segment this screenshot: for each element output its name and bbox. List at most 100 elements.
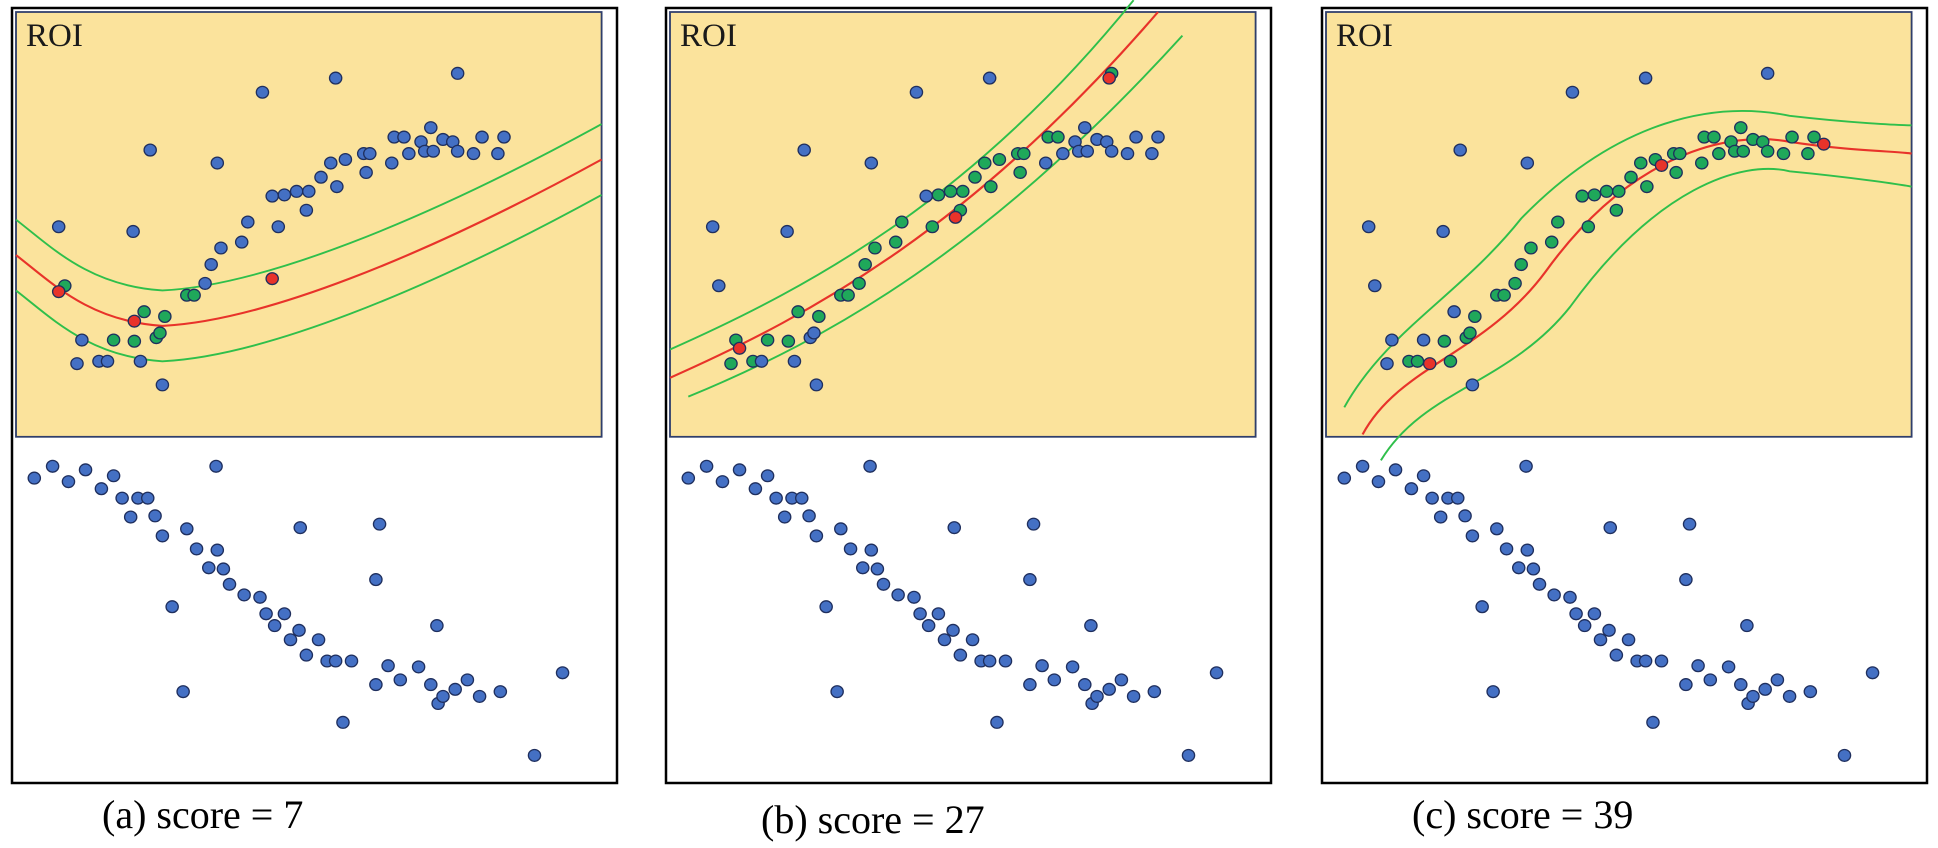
panel-a-band-lower bbox=[15, 194, 603, 363]
inlier-point bbox=[1785, 130, 1799, 144]
panel-c-roi bbox=[1325, 11, 1913, 438]
inlier-point bbox=[931, 188, 946, 202]
data-point bbox=[1654, 654, 1669, 668]
data-point bbox=[919, 189, 933, 203]
data-point bbox=[1565, 85, 1580, 99]
data-point bbox=[809, 529, 824, 543]
data-point bbox=[201, 561, 216, 575]
data-point bbox=[769, 491, 783, 505]
data-point bbox=[189, 542, 204, 556]
data-point bbox=[863, 459, 877, 473]
data-point bbox=[292, 623, 306, 637]
data-point bbox=[283, 633, 298, 647]
inlier-point bbox=[812, 309, 826, 323]
panel-a-roi bbox=[15, 11, 603, 438]
data-point bbox=[1519, 459, 1533, 473]
data-point bbox=[397, 130, 411, 144]
data-point bbox=[311, 633, 326, 647]
data-point bbox=[699, 459, 714, 473]
data-point bbox=[681, 471, 696, 485]
data-point bbox=[937, 633, 952, 647]
data-point bbox=[780, 224, 794, 239]
data-point bbox=[1368, 279, 1382, 293]
inlier-point bbox=[1443, 354, 1458, 368]
data-point bbox=[493, 685, 508, 699]
data-point bbox=[998, 654, 1013, 668]
data-point bbox=[402, 147, 416, 161]
data-point bbox=[1026, 517, 1041, 531]
data-point bbox=[94, 482, 109, 496]
panel-a-roi-label: ROI bbox=[26, 18, 83, 54]
inlier-point bbox=[968, 170, 982, 184]
data-point bbox=[241, 215, 255, 229]
data-point bbox=[1447, 305, 1461, 319]
data-point bbox=[411, 660, 426, 674]
data-point bbox=[1691, 659, 1705, 673]
data-point bbox=[45, 459, 60, 473]
data-point bbox=[555, 666, 570, 680]
data-point bbox=[155, 378, 170, 392]
inlier-point bbox=[1497, 288, 1511, 302]
data-point bbox=[1056, 147, 1070, 161]
data-point bbox=[990, 715, 1004, 729]
data-point bbox=[1023, 678, 1037, 692]
inlier-point bbox=[1017, 147, 1031, 161]
data-point bbox=[430, 619, 444, 633]
data-point bbox=[1746, 689, 1760, 703]
data-point bbox=[1577, 619, 1592, 633]
data-point bbox=[830, 685, 844, 699]
data-point bbox=[921, 619, 936, 633]
data-point bbox=[982, 654, 997, 668]
data-point bbox=[1526, 562, 1541, 576]
data-point bbox=[497, 130, 511, 144]
data-point bbox=[1181, 748, 1196, 762]
inlier-point bbox=[1734, 121, 1748, 135]
inlier-point bbox=[791, 305, 805, 319]
panel-b-band-lower bbox=[687, 34, 1184, 398]
data-point bbox=[78, 463, 93, 477]
data-point bbox=[123, 510, 138, 524]
data-point bbox=[381, 659, 395, 673]
data-point bbox=[1126, 689, 1141, 703]
sample-point bbox=[1816, 137, 1831, 151]
data-point bbox=[491, 147, 505, 161]
data-point bbox=[209, 459, 223, 473]
data-point bbox=[1486, 685, 1500, 699]
data-point bbox=[794, 491, 809, 505]
panel-a: ROI (a) score = 7 bbox=[10, 6, 619, 837]
data-point bbox=[369, 678, 383, 692]
data-point bbox=[712, 279, 726, 293]
panel-b-roi-label: ROI bbox=[680, 18, 737, 54]
panel-b-caption: (b) score = 27 bbox=[761, 797, 985, 842]
data-point bbox=[61, 475, 76, 489]
data-point bbox=[472, 689, 487, 703]
data-point bbox=[748, 482, 763, 496]
data-point bbox=[855, 561, 870, 575]
data-point bbox=[732, 463, 747, 477]
data-point bbox=[1547, 588, 1561, 602]
data-point bbox=[393, 673, 408, 687]
data-point bbox=[807, 326, 821, 340]
data-point bbox=[787, 354, 802, 368]
inlier-point bbox=[1051, 130, 1065, 144]
data-point bbox=[424, 121, 438, 135]
data-point bbox=[777, 510, 792, 524]
inlier-point bbox=[1807, 130, 1821, 144]
inlier-point bbox=[106, 333, 121, 347]
sample-point bbox=[948, 210, 963, 224]
data-point bbox=[293, 521, 308, 535]
data-point bbox=[359, 165, 373, 180]
data-point bbox=[475, 130, 489, 144]
data-point bbox=[1047, 673, 1062, 687]
inlier-point bbox=[943, 184, 958, 198]
data-point bbox=[797, 143, 811, 157]
inlier-point bbox=[895, 215, 909, 229]
data-point bbox=[277, 607, 292, 621]
inlier-point bbox=[1468, 309, 1482, 323]
data-point bbox=[70, 357, 84, 371]
panel-c-points bbox=[1337, 66, 1880, 762]
data-point bbox=[1129, 130, 1143, 144]
data-point bbox=[1355, 459, 1370, 473]
data-point bbox=[1760, 66, 1775, 80]
data-point bbox=[931, 607, 946, 621]
